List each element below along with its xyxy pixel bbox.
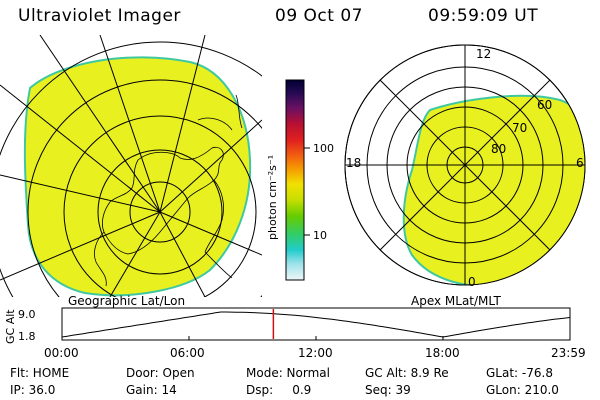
apex-panel-label: Apex MLat/MLT [411, 294, 501, 308]
xtick-2359: 23:59 [551, 346, 586, 360]
colorbar-tick-100: 100 [313, 142, 334, 155]
status-seq: Seq: 39 [365, 383, 411, 397]
aurora-image-left [23, 56, 252, 297]
time-label: 09:59:09 UT [428, 6, 539, 26]
mlat-label-60: 60 [537, 98, 552, 112]
mlat-label-70: 70 [512, 121, 527, 135]
status-dsp: Dsp: 0.9 [246, 383, 312, 397]
colorbar-tick-10: 10 [313, 229, 327, 242]
xtick-0600: 06:00 [170, 346, 205, 360]
polar-map [344, 44, 586, 286]
status-ip: IP: 36.0 [10, 383, 56, 397]
status-glon: GLon: 210.0 [486, 383, 559, 397]
altitude-timeline [61, 307, 571, 341]
app-title: Ultraviolet Imager [18, 6, 181, 26]
date-label: 09 Oct 07 [275, 6, 363, 26]
geo-grid [0, 35, 262, 297]
xtick-1800: 18:00 [425, 346, 460, 360]
geographic-panel-label: Geographic Lat/Lon [68, 294, 186, 308]
coastline [94, 94, 243, 287]
altitude-curve [61, 311, 571, 338]
colorbar-ticks [304, 147, 310, 236]
status-flt: Flt: HOME [10, 366, 70, 380]
status-door: Door: Open [126, 366, 195, 380]
mlat-label-80: 80 [491, 142, 506, 156]
mlt-label-12: 12 [476, 47, 491, 61]
colorbar [285, 79, 305, 281]
colorbar-unit-label: photon cm⁻²s⁻¹ [266, 155, 279, 240]
status-gcalt: GC Alt: 8.9 Re [365, 366, 449, 380]
xtick-1200: 12:00 [298, 346, 333, 360]
mlt-label-18: 18 [346, 156, 361, 170]
timeline-ytick-9: 9.0 [18, 308, 36, 321]
status-gain: Gain: 14 [126, 383, 177, 397]
status-mode: Mode: Normal [246, 366, 330, 380]
xtick-0000: 00:00 [44, 346, 79, 360]
mlt-label-0: 0 [468, 275, 476, 289]
timeline-ytick-18: 1.8 [18, 330, 36, 343]
mlt-label-6: 6 [576, 156, 584, 170]
status-glat: GLat: -76.8 [486, 366, 553, 380]
geographic-map [0, 35, 262, 297]
timeline-axis-label: GC Alt [4, 309, 17, 344]
